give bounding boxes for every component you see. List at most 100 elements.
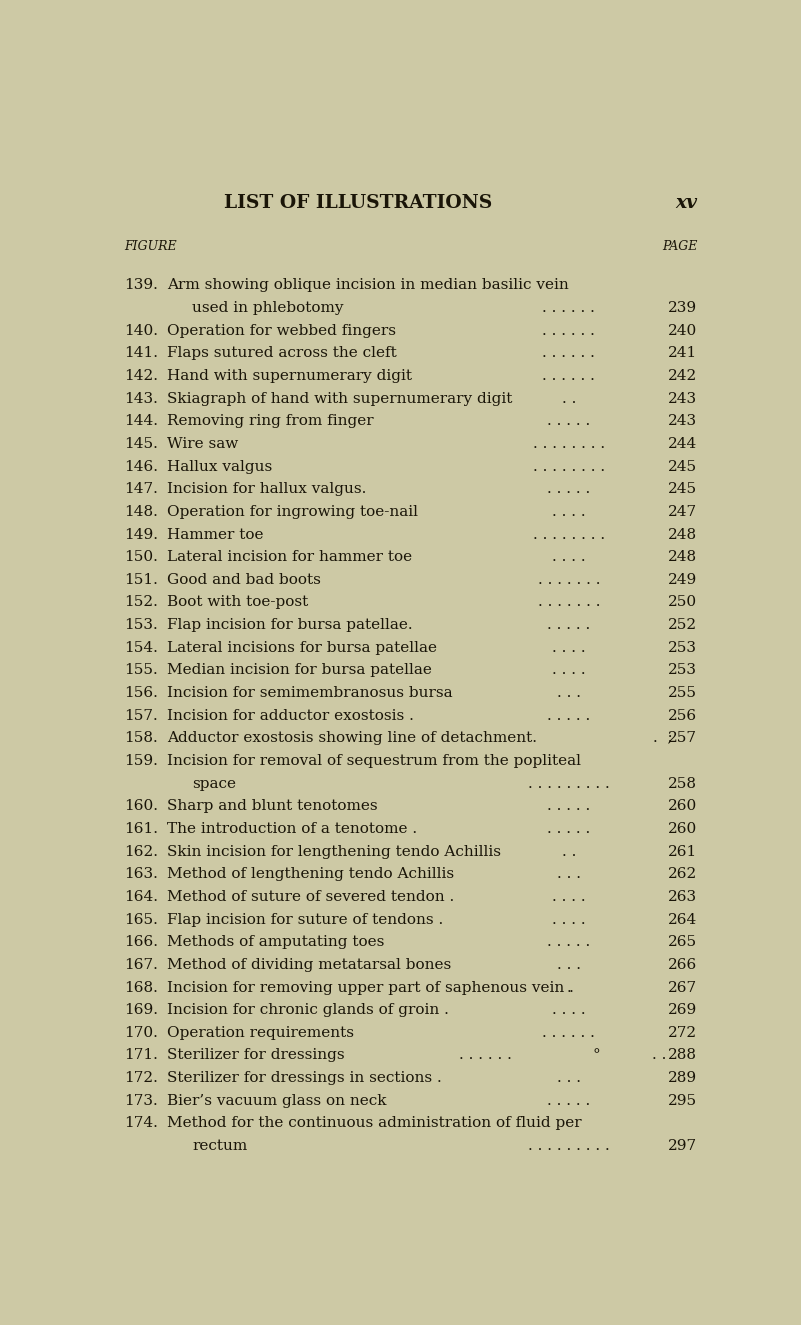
Text: Incision for semimembranosus bursa: Incision for semimembranosus bursa (167, 686, 453, 700)
Text: 163.: 163. (123, 868, 158, 881)
Text: Hallux valgus: Hallux valgus (167, 460, 272, 473)
Text: 262: 262 (668, 868, 698, 881)
Text: Lateral incision for hammer toe: Lateral incision for hammer toe (167, 550, 413, 564)
Text: . . . . . .: . . . . . . (542, 301, 595, 315)
Text: 289: 289 (668, 1071, 698, 1085)
Text: 258: 258 (668, 776, 698, 791)
Text: 240: 240 (668, 323, 698, 338)
Text: Wire saw: Wire saw (167, 437, 239, 450)
Text: Skiagraph of hand with supernumerary digit: Skiagraph of hand with supernumerary dig… (167, 392, 513, 405)
Text: 272: 272 (668, 1026, 698, 1040)
Text: . . .: . . . (557, 958, 581, 971)
Text: 265: 265 (668, 935, 698, 949)
Text: . . . . . .: . . . . . . (542, 346, 595, 360)
Text: . . . .: . . . . (552, 913, 586, 926)
Text: 144.: 144. (123, 415, 158, 428)
Text: . . . . .: . . . . . (547, 617, 590, 632)
Text: Adductor exostosis showing line of detachment.: Adductor exostosis showing line of detac… (167, 731, 537, 746)
Text: 156.: 156. (123, 686, 158, 700)
Text: FIGURE: FIGURE (123, 240, 176, 253)
Text: . .: . . (562, 844, 576, 859)
Text: 154.: 154. (123, 641, 158, 655)
Text: 150.: 150. (123, 550, 158, 564)
Text: 297: 297 (668, 1140, 698, 1153)
Text: 260: 260 (668, 822, 698, 836)
Text: Incision for adductor exostosis .: Incision for adductor exostosis . (167, 709, 414, 722)
Text: 164.: 164. (123, 890, 158, 904)
Text: 145.: 145. (123, 437, 158, 450)
Text: . . . . .: . . . . . (547, 935, 590, 949)
Text: 162.: 162. (123, 844, 158, 859)
Text: 263: 263 (668, 890, 698, 904)
Text: . . . . . .: . . . . . . (542, 323, 595, 338)
Text: Incision for hallux valgus.: Incision for hallux valgus. (167, 482, 367, 497)
Text: Flap incision for suture of tendons .: Flap incision for suture of tendons . (167, 913, 444, 926)
Text: 248: 248 (668, 550, 698, 564)
Text: . . . . .: . . . . . (547, 415, 590, 428)
Text: 173.: 173. (123, 1093, 158, 1108)
Text: 166.: 166. (123, 935, 158, 949)
Text: 170.: 170. (123, 1026, 158, 1040)
Text: Method for the continuous administration of fluid per: Method for the continuous administration… (167, 1117, 582, 1130)
Text: Methods of amputating toes: Methods of amputating toes (167, 935, 384, 949)
Text: 146.: 146. (123, 460, 158, 473)
Text: 158.: 158. (123, 731, 158, 746)
Text: 147.: 147. (123, 482, 158, 497)
Text: 252: 252 (668, 617, 698, 632)
Text: 243: 243 (668, 392, 698, 405)
Text: Sterilizer for dressings: Sterilizer for dressings (167, 1048, 344, 1063)
Text: Bier’s vacuum glass on neck: Bier’s vacuum glass on neck (167, 1093, 387, 1108)
Text: Method of dividing metatarsal bones: Method of dividing metatarsal bones (167, 958, 452, 971)
Text: . . . . . .: . . . . . . (458, 1048, 512, 1063)
Text: . . . . .: . . . . . (547, 822, 590, 836)
Text: . . . . . . . . .: . . . . . . . . . (528, 776, 610, 791)
Text: 157.: 157. (123, 709, 158, 722)
Text: 247: 247 (668, 505, 698, 519)
Text: xv: xv (675, 193, 698, 212)
Text: Median incision for bursa patellae: Median incision for bursa patellae (167, 664, 432, 677)
Text: . . . .: . . . . (552, 505, 586, 519)
Text: 242: 242 (668, 368, 698, 383)
Text: Hand with supernumerary digit: Hand with supernumerary digit (167, 368, 413, 383)
Text: 288: 288 (668, 1048, 698, 1063)
Text: . . .: . . . (557, 1071, 581, 1085)
Text: . . .: . . . (557, 868, 581, 881)
Text: 253: 253 (668, 664, 698, 677)
Text: 245: 245 (668, 460, 698, 473)
Text: Boot with toe-post: Boot with toe-post (167, 595, 308, 610)
Text: Operation for ingrowing toe-nail: Operation for ingrowing toe-nail (167, 505, 418, 519)
Text: rectum: rectum (192, 1140, 248, 1153)
Text: 143.: 143. (123, 392, 158, 405)
Text: Incision for chronic glands of groin .: Incision for chronic glands of groin . (167, 1003, 449, 1018)
Text: . . . . .: . . . . . (547, 482, 590, 497)
Text: Hammer toe: Hammer toe (167, 527, 264, 542)
Text: Arm showing oblique incision in median basilic vein: Arm showing oblique incision in median b… (167, 278, 569, 293)
Text: used in phlebotomy: used in phlebotomy (192, 301, 344, 315)
Text: Skin incision for lengthening tendo Achillis: Skin incision for lengthening tendo Achi… (167, 844, 501, 859)
Text: 239: 239 (668, 301, 698, 315)
Text: 167.: 167. (123, 958, 158, 971)
Text: Method of suture of severed tendon .: Method of suture of severed tendon . (167, 890, 454, 904)
Text: 256: 256 (668, 709, 698, 722)
Text: 149.: 149. (123, 527, 158, 542)
Text: 248: 248 (668, 527, 698, 542)
Text: Operation requirements: Operation requirements (167, 1026, 354, 1040)
Text: 169.: 169. (123, 1003, 158, 1018)
Text: 160.: 160. (123, 799, 158, 814)
Text: . . . . .: . . . . . (547, 709, 590, 722)
Text: . . . .: . . . . (552, 664, 586, 677)
Text: . . . . . . . .: . . . . . . . . (533, 460, 605, 473)
Text: space: space (192, 776, 236, 791)
Text: 295: 295 (668, 1093, 698, 1108)
Text: 260: 260 (668, 799, 698, 814)
Text: 243: 243 (668, 415, 698, 428)
Text: . . . .: . . . . (552, 641, 586, 655)
Text: . .: . . (562, 392, 576, 405)
Text: 153.: 153. (123, 617, 158, 632)
Text: . . . .: . . . . (552, 1003, 586, 1018)
Text: 165.: 165. (123, 913, 158, 926)
Text: .  ;: . ; (654, 731, 673, 746)
Text: 171.: 171. (123, 1048, 158, 1063)
Text: Incision for removing upper part of saphenous vein .: Incision for removing upper part of saph… (167, 980, 574, 995)
Text: Lateral incisions for bursa patellae: Lateral incisions for bursa patellae (167, 641, 437, 655)
